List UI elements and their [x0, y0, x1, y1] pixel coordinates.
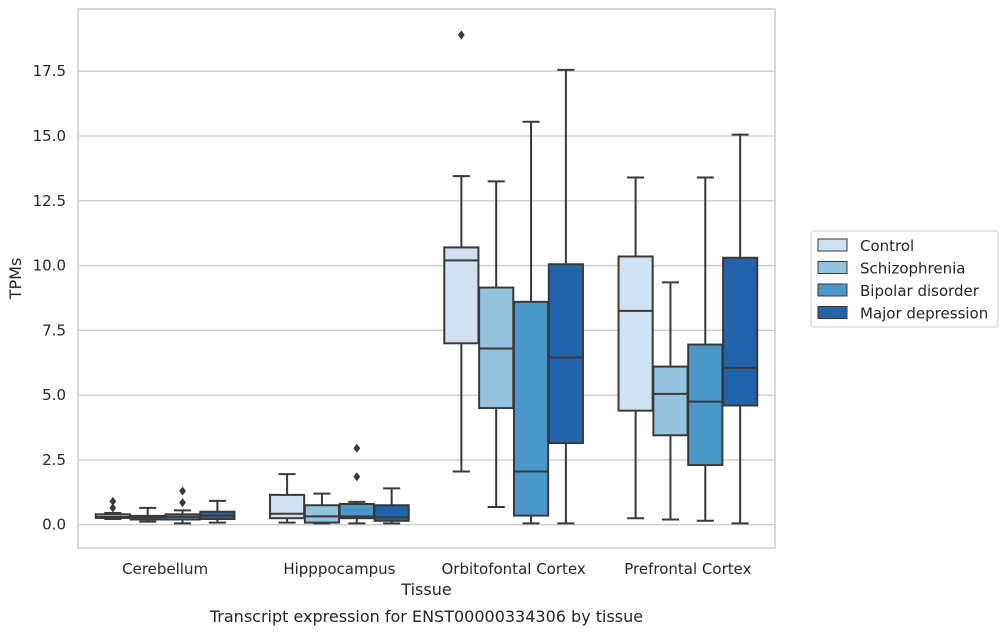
outlier-point [457, 30, 465, 40]
gridlines [78, 70, 775, 526]
box-major-depression [722, 133, 759, 525]
y-axis-ticks: 0.0 2.5 5.0 7.5 10.0 12.5 15.0 17.5 [33, 62, 66, 533]
box-schizophrenia [303, 492, 341, 525]
y-tick-label: 0.0 [42, 516, 66, 534]
x-axis-label: Tissue [400, 580, 451, 599]
y-axis-label: TPMs [6, 258, 25, 301]
chart-caption: Transcript expression for ENST0000033430… [209, 607, 643, 626]
legend-frame [810, 230, 999, 328]
box-major-depression [373, 487, 410, 525]
outlier-point [109, 503, 117, 513]
legend-item: Control [817, 237, 914, 255]
x-axis-ticks: Cerebellum Hipppocampus Orbitofontal Corte… [122, 560, 751, 578]
legend-swatch [817, 238, 848, 252]
legend-label: Major depression [860, 305, 988, 323]
iqr-box [617, 255, 654, 412]
outlier-point [179, 498, 186, 508]
outlier-point [353, 472, 361, 482]
box-major-depression [547, 68, 584, 525]
box-schizophrenia [478, 180, 515, 509]
x-tick-label: Prefrontal Cortex [624, 560, 751, 578]
box-major-depression [199, 499, 236, 524]
box-control [617, 176, 654, 520]
box-schizophrenia [652, 281, 689, 521]
y-tick-label: 2.5 [42, 451, 66, 469]
y-tick-label: 15.0 [33, 127, 66, 145]
iqr-box [652, 365, 689, 437]
box-bipolar-disorder [687, 176, 724, 522]
legend-swatch [817, 261, 848, 274]
legend[interactable]: Control Schizophrenia Bipolar disorder Majo… [810, 230, 999, 328]
legend-swatch [817, 306, 848, 319]
x-tick-label: Cerebellum [122, 560, 208, 578]
legend-label: Control [860, 237, 914, 255]
legend-item: Major depression [817, 305, 988, 323]
box-plot-area [94, 30, 759, 525]
outlier-point [179, 486, 186, 496]
iqr-box [512, 300, 550, 517]
legend-item: Schizophrenia [817, 260, 965, 278]
iqr-box [722, 256, 759, 407]
box-control [443, 30, 480, 473]
y-tick-label: 5.0 [42, 386, 66, 404]
box-control [94, 496, 131, 520]
x-tick-label: Hipppocampus [283, 560, 395, 578]
legend-item: Bipolar disorder [817, 282, 980, 300]
y-tick-label: 10.0 [33, 257, 66, 275]
legend-swatch [817, 283, 848, 297]
box-schizophrenia [129, 506, 166, 523]
iqr-box [547, 263, 584, 445]
box-bipolar-disorder [512, 120, 550, 525]
iqr-box [687, 343, 724, 467]
y-tick-label: 12.5 [33, 192, 66, 210]
box-bipolar-disorder [164, 486, 201, 525]
iqr-box [303, 504, 341, 524]
iqr-box [373, 504, 410, 522]
x-tick-label: Orbitofontal Cortex [442, 560, 586, 578]
y-tick-label: 17.5 [33, 62, 66, 80]
outlier-point [353, 443, 361, 453]
iqr-box [443, 246, 480, 345]
box-control [269, 473, 306, 524]
legend-label: Schizophrenia [860, 260, 965, 278]
outlier-point [109, 496, 117, 506]
plot-frame [77, 8, 776, 549]
legend-label: Bipolar disorder [860, 282, 980, 300]
y-tick-label: 7.5 [42, 321, 66, 339]
box-bipolar-disorder [338, 443, 375, 525]
